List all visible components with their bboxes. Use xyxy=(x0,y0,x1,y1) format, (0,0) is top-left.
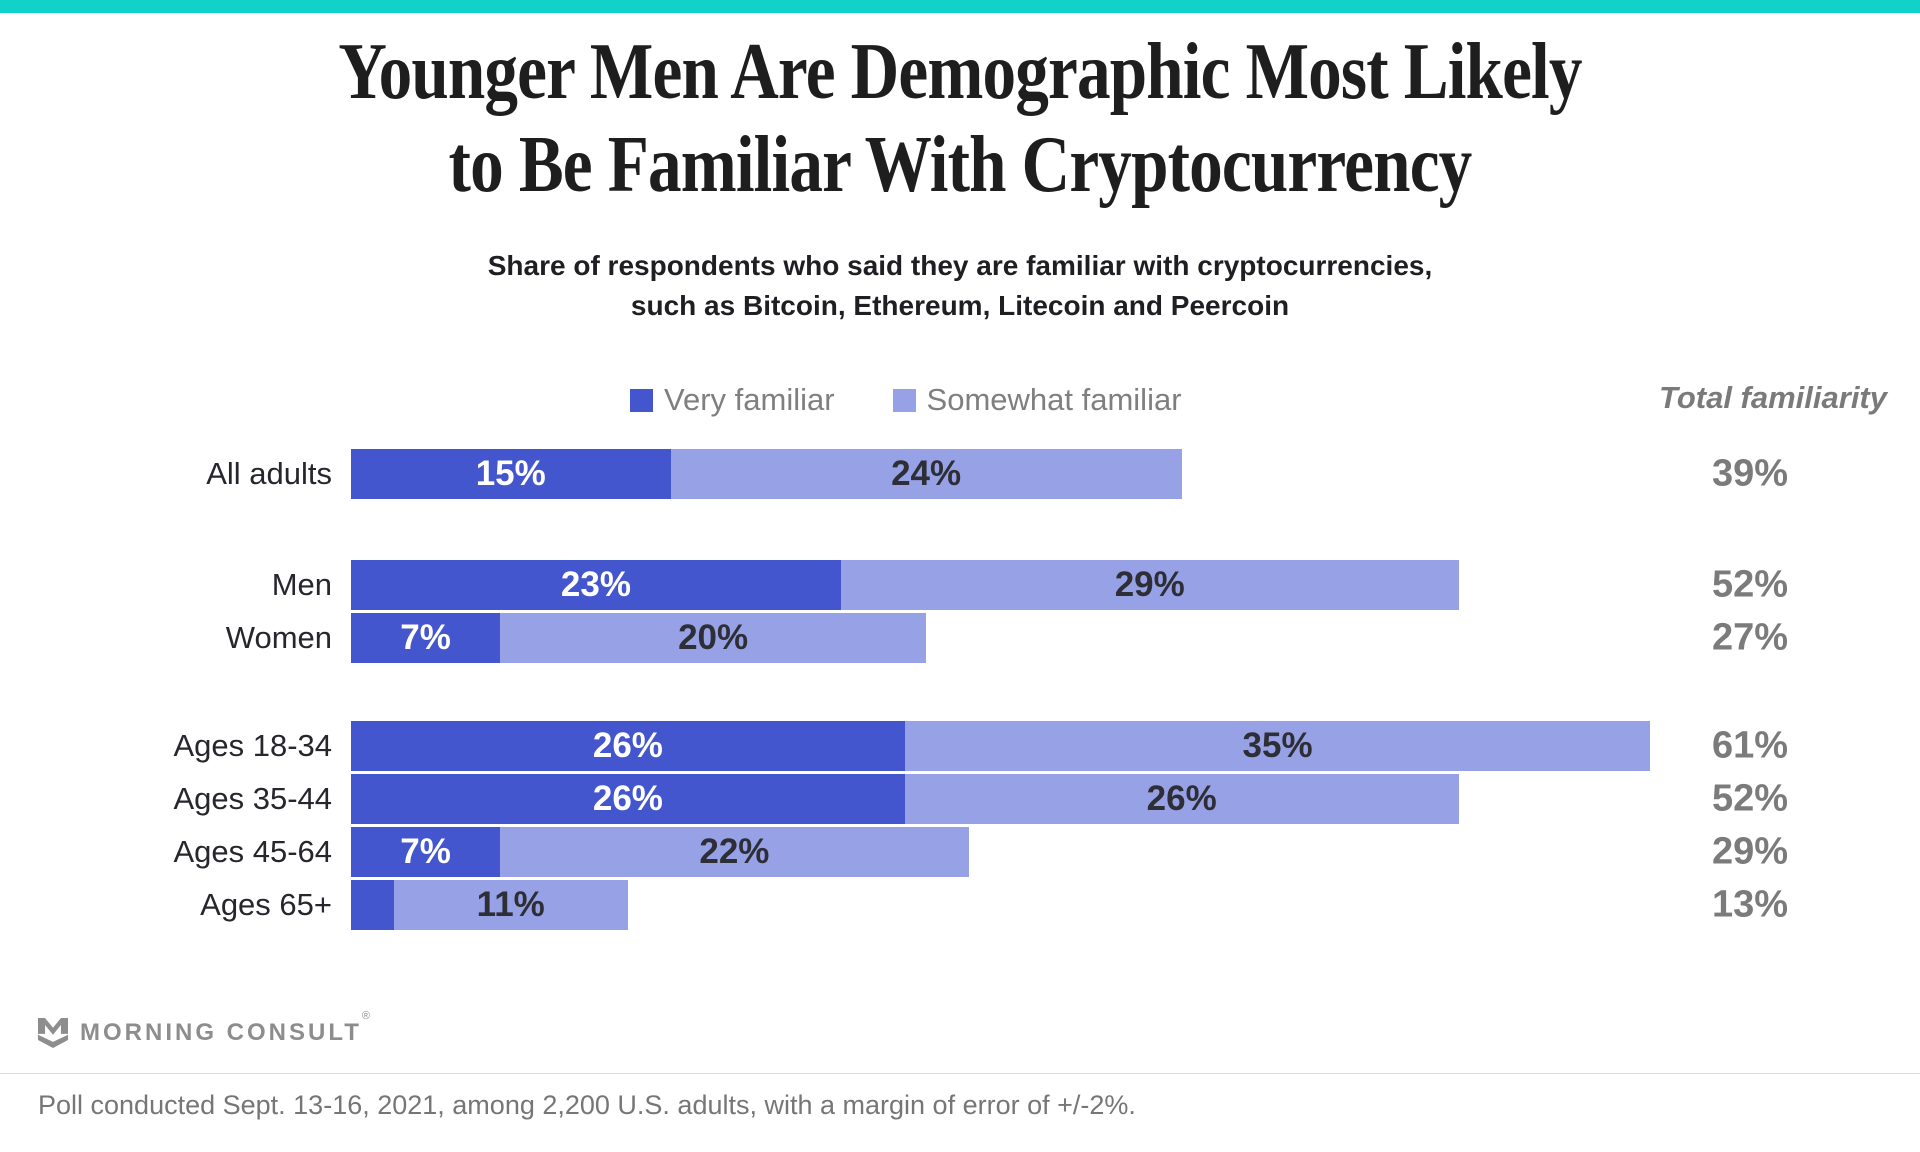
segment-value-label-very: 7% xyxy=(400,832,451,871)
chart-row: Women 7% 20% 27% xyxy=(0,613,1920,663)
bar-segment-very-familiar: 7% xyxy=(351,613,501,663)
legend-label-somewhat-familiar: Somewhat familiar xyxy=(926,382,1182,417)
total-familiarity-value: 61% xyxy=(1711,724,1789,767)
total-familiarity-value: 29% xyxy=(1711,830,1789,873)
chart-row: Ages 35-44 26% 26% 52% xyxy=(0,774,1920,824)
morning-consult-logo-mark-icon xyxy=(38,1018,68,1048)
morning-consult-logo: MORNING CONSULT® xyxy=(38,1010,370,1050)
segment-value-label-somewhat: 26% xyxy=(1146,779,1217,818)
bar-segment-somewhat-familiar: 11% xyxy=(393,880,628,930)
segment-value-label-very: 7% xyxy=(400,618,451,657)
total-familiarity-header: Total familiarity xyxy=(1659,380,1887,415)
bar: 11% xyxy=(351,880,628,930)
legend-swatch-very-familiar xyxy=(630,388,653,412)
row-label: All adults xyxy=(206,456,332,491)
chart-row: Ages 65+ 11% 13% xyxy=(0,880,1920,930)
bar-segment-very-familiar: 26% xyxy=(351,721,905,771)
bar: 7% 20% xyxy=(351,613,927,663)
top-accent-bar xyxy=(0,0,1920,13)
chart-title-line2: to Be Familiar With Cryptocurrency xyxy=(448,121,1473,209)
poll-methodology-note: Poll conducted Sept. 13-16, 2021, among … xyxy=(38,1090,1136,1120)
total-familiarity-value: 39% xyxy=(1711,452,1789,495)
segment-value-label-very: 23% xyxy=(560,565,631,604)
total-familiarity-value: 13% xyxy=(1711,883,1789,926)
bar: 26% 35% xyxy=(351,721,1651,771)
morning-consult-logo-text: MORNING CONSULT® xyxy=(80,1010,370,1046)
footer-divider xyxy=(0,1073,1920,1074)
legend: Very familiar Somewhat familiar xyxy=(630,382,1182,418)
segment-value-label-very: 15% xyxy=(475,454,546,493)
chart-row: Ages 45-64 7% 22% 29% xyxy=(0,827,1920,877)
total-familiarity-value: 52% xyxy=(1711,777,1789,820)
chart-title: Younger Men Are Demographic Most Likely t… xyxy=(154,26,1767,212)
bar: 23% 29% xyxy=(351,560,1459,610)
legend-item-very-familiar: Very familiar xyxy=(630,382,835,418)
bar-segment-somewhat-familiar: 24% xyxy=(670,449,1182,499)
chart-subtitle: Share of respondents who said they are f… xyxy=(0,246,1920,326)
total-familiarity-value: 27% xyxy=(1711,616,1789,659)
row-label: Ages 35-44 xyxy=(173,781,332,816)
chart-row: Ages 18-34 26% 35% 61% xyxy=(0,721,1920,771)
chart-subtitle-line2: such as Bitcoin, Ethereum, Litecoin and … xyxy=(630,290,1290,321)
stacked-bar-chart: All adults 15% 24% 39% Men 23% 29% 52 xyxy=(0,449,1920,930)
row-label: Women xyxy=(225,620,332,655)
row-label: Ages 45-64 xyxy=(173,834,332,869)
bar: 15% 24% xyxy=(351,449,1182,499)
segment-value-label-somewhat: 24% xyxy=(891,454,962,493)
chart-row: Men 23% 29% 52% xyxy=(0,560,1920,610)
chart-row: All adults 15% 24% 39% xyxy=(0,449,1920,499)
segment-value-label-somewhat: 29% xyxy=(1114,565,1185,604)
bar-segment-somewhat-familiar: 26% xyxy=(904,774,1459,824)
bar: 26% 26% xyxy=(351,774,1459,824)
segment-value-label-very: 26% xyxy=(592,779,663,818)
segment-value-label-somewhat: 35% xyxy=(1242,726,1313,765)
chart-title-line1: Younger Men Are Demographic Most Likely xyxy=(338,28,1582,116)
row-label: Ages 65+ xyxy=(200,887,332,922)
registered-trademark-symbol: ® xyxy=(361,1010,370,1022)
bar-segment-somewhat-familiar: 29% xyxy=(840,560,1459,610)
segment-value-label-somewhat: 11% xyxy=(476,885,545,924)
bar-segment-somewhat-familiar: 22% xyxy=(500,827,969,877)
legend-item-somewhat-familiar: Somewhat familiar xyxy=(892,382,1182,418)
bar-segment-somewhat-familiar: 20% xyxy=(500,613,927,663)
bar-segment-somewhat-familiar: 35% xyxy=(904,721,1651,771)
bar-segment-very-familiar xyxy=(351,880,394,930)
chart-subtitle-line1: Share of respondents who said they are f… xyxy=(487,250,1433,281)
row-label: Ages 18-34 xyxy=(173,728,332,763)
bar-segment-very-familiar: 23% xyxy=(351,560,841,610)
bar-segment-very-familiar: 15% xyxy=(351,449,671,499)
bar-segment-very-familiar: 7% xyxy=(351,827,501,877)
segment-value-label-very: 26% xyxy=(592,726,663,765)
bar-segment-very-familiar: 26% xyxy=(351,774,905,824)
bar: 7% 22% xyxy=(351,827,969,877)
total-familiarity-value: 52% xyxy=(1711,563,1789,606)
row-label: Men xyxy=(271,567,332,602)
legend-label-very-familiar: Very familiar xyxy=(664,382,835,417)
legend-swatch-somewhat-familiar xyxy=(892,388,916,412)
segment-value-label-somewhat: 22% xyxy=(699,832,770,871)
segment-value-label-somewhat: 20% xyxy=(678,618,749,657)
